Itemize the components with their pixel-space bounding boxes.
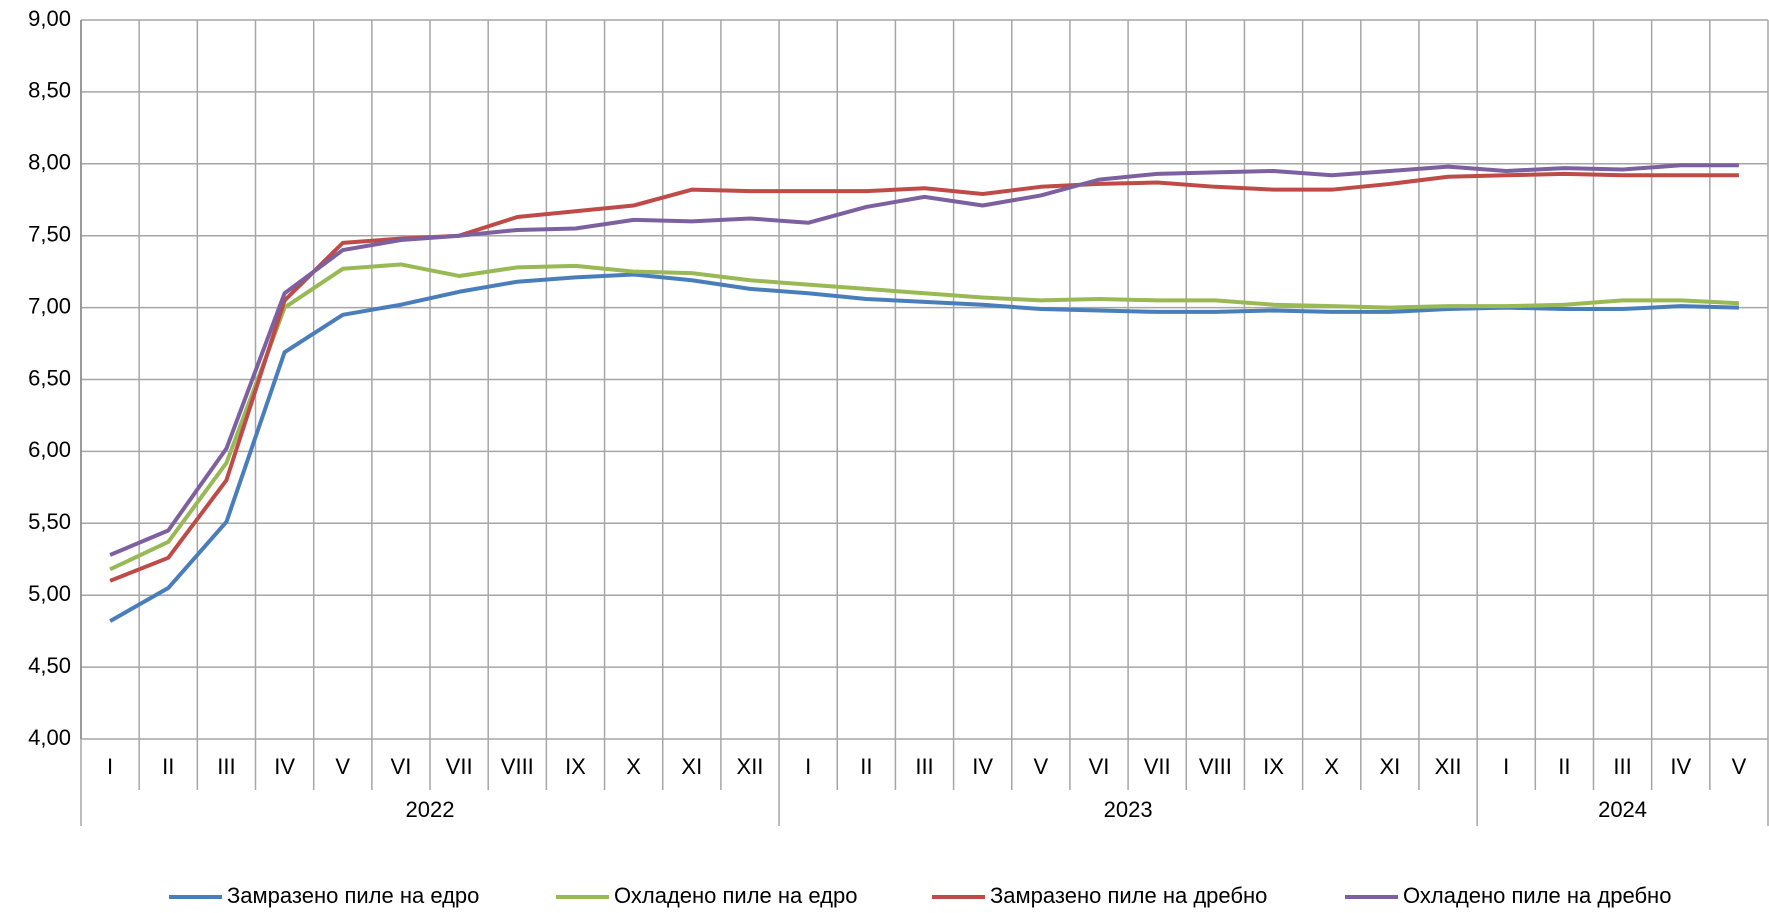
x-tick-label: VIII	[1199, 754, 1232, 779]
x-tick-label: V	[1034, 754, 1049, 779]
y-tick-label: 4,50	[28, 653, 71, 678]
x-tick-label: XI	[681, 754, 702, 779]
y-tick-label: 8,50	[28, 78, 71, 103]
x-tick-label: I	[107, 754, 113, 779]
x-tick-label: IV	[1670, 754, 1691, 779]
series-line	[109, 163, 1739, 557]
legend-label: Охладено пиле на дребно	[1403, 883, 1671, 908]
y-tick-label: 5,50	[28, 509, 71, 534]
y-tick-label: 9,00	[28, 6, 71, 31]
y-tick-label: 7,50	[28, 222, 71, 247]
x-tick-label: IX	[1263, 754, 1284, 779]
x-tick-label: IV	[274, 754, 295, 779]
x-tick-label: III	[217, 754, 235, 779]
x-tick-label: XII	[737, 754, 764, 779]
x-tick-label: I	[1503, 754, 1509, 779]
group-label: 2022	[406, 797, 455, 822]
x-tick-label: III	[1613, 754, 1631, 779]
y-tick-label: 6,00	[28, 437, 71, 462]
series-line	[109, 171, 1739, 583]
x-tick-label: II	[162, 754, 174, 779]
x-tick-label: III	[915, 754, 933, 779]
x-tick-label: VI	[391, 754, 412, 779]
x-tick-label: X	[1324, 754, 1339, 779]
x-tick-label: IV	[972, 754, 993, 779]
y-tick-label: 7,00	[28, 293, 71, 318]
x-tick-label: II	[860, 754, 872, 779]
legend-label: Замразено пиле на едро	[227, 883, 479, 908]
x-tick-label: VII	[1144, 754, 1171, 779]
x-tick-label: V	[1732, 754, 1747, 779]
group-label: 2024	[1598, 797, 1647, 822]
y-tick-label: 8,00	[28, 150, 71, 175]
y-tick-label: 4,00	[28, 725, 71, 750]
x-tick-label: II	[1558, 754, 1570, 779]
x-tick-label: IX	[565, 754, 586, 779]
legend-label: Охладено пиле на едро	[614, 883, 857, 908]
x-tick-label: XII	[1435, 754, 1462, 779]
series-line	[109, 262, 1740, 572]
y-tick-label: 5,00	[28, 581, 71, 606]
x-tick-label: V	[335, 754, 350, 779]
x-tick-label: I	[805, 754, 811, 779]
group-label: 2023	[1104, 797, 1153, 822]
y-tick-label: 6,50	[28, 365, 71, 390]
x-tick-label: VI	[1089, 754, 1110, 779]
x-tick-label: VIII	[501, 754, 534, 779]
legend-label: Замразено пиле на дребно	[990, 883, 1267, 908]
series-line	[109, 272, 1739, 623]
x-tick-label: VII	[446, 754, 473, 779]
x-tick-label: X	[626, 754, 641, 779]
x-tick-label: XI	[1379, 754, 1400, 779]
